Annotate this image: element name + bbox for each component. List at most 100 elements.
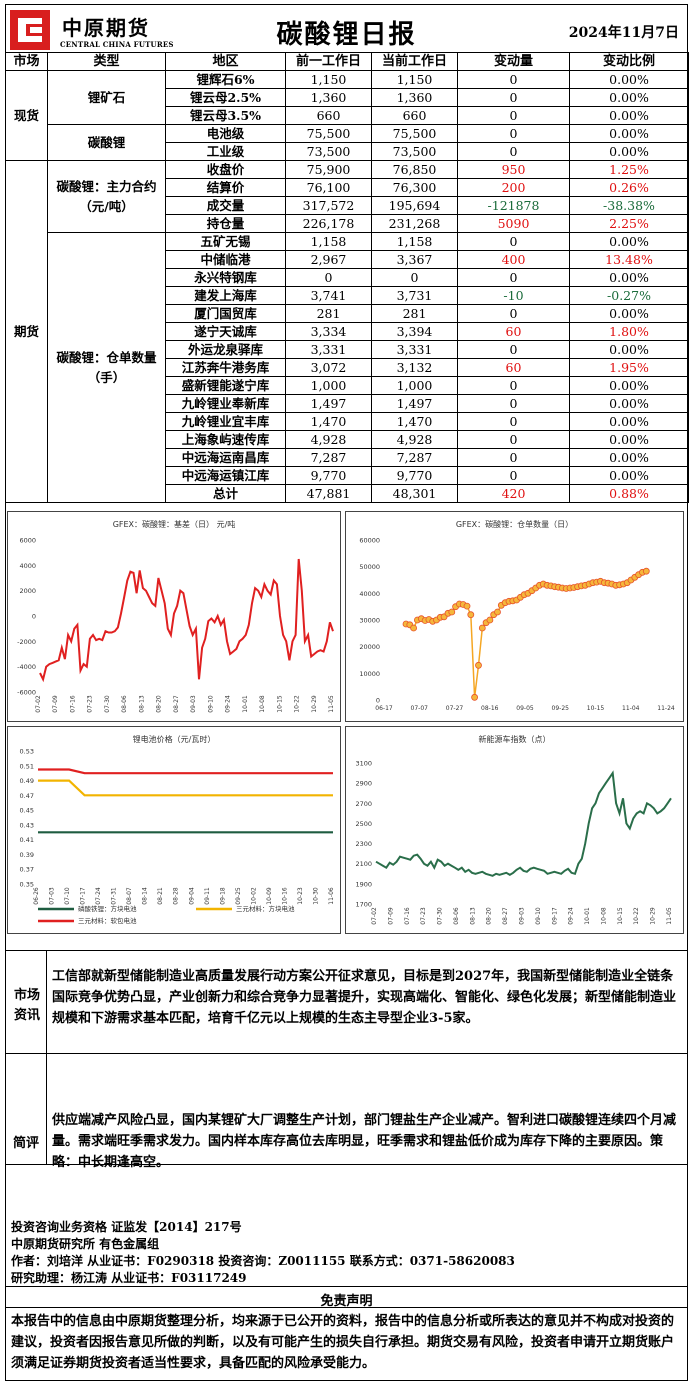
prev-value-cell: 1,470: [285, 412, 372, 431]
x-tick-label: 09-03: [190, 695, 197, 713]
x-tick-label: 10-29: [311, 695, 318, 713]
x-tick-label: 07-03: [49, 887, 56, 905]
x-tick-label: 06-26: [33, 887, 40, 905]
prev-value-cell: 3,741: [285, 286, 372, 305]
change-cell: 0: [457, 106, 570, 125]
x-tick-label: 10-29: [650, 907, 657, 925]
region-cell: 五矿无锡: [165, 232, 286, 251]
y-tick-label: 0: [376, 697, 380, 705]
x-tick-label: 08-16: [481, 705, 499, 712]
series-line: [405, 570, 647, 698]
col-header-market: 市场: [5, 52, 48, 71]
change-cell: 0: [457, 466, 570, 485]
x-tick-label: 10-22: [633, 907, 640, 925]
x-tick-label: 07-23: [87, 695, 94, 713]
pct-cell: 0.00%: [569, 448, 689, 467]
footer-author: 作者：刘培洋 从业证书：F0290318 投资咨询：Z0011155 联系方式：…: [11, 1254, 515, 1268]
x-tick-label: 10-15: [276, 695, 283, 713]
x-tick-label: 08-14: [142, 887, 149, 905]
logo-text-cn: 中原期货: [62, 16, 150, 40]
x-tick-label: 10-01: [242, 695, 249, 713]
market-cell: 期货: [5, 160, 48, 503]
prev-value-cell: 3,334: [285, 322, 372, 341]
x-tick-label: 07-27: [446, 705, 464, 712]
x-tick-label: 07-07: [411, 705, 429, 712]
region-cell: 江苏奔牛港务库: [165, 358, 286, 377]
change-cell: 0: [457, 376, 570, 395]
y-tick-label: 1700: [355, 901, 372, 909]
pct-cell: 13.48%: [569, 250, 689, 269]
series-line: [38, 768, 333, 775]
x-tick-label: 07-10: [64, 887, 71, 905]
change-cell: 0: [457, 412, 570, 431]
y-tick-label: 0.47: [20, 792, 34, 800]
curr-value-cell: 660: [371, 106, 458, 125]
curr-value-cell: 3,132: [371, 358, 458, 377]
chart-title: GFEX：碳酸锂：仓单数量（日）: [456, 519, 573, 529]
region-cell: 遂宁天诚库: [165, 322, 286, 341]
y-tick-label: 0.43: [20, 821, 34, 829]
region-cell: 中远海运镇江库: [165, 466, 286, 485]
table-row: 结算价 76,100 76,300 200 0.26%: [6, 178, 689, 197]
col-header-pct: 变动比例: [569, 52, 689, 71]
curr-value-cell: 0: [371, 268, 458, 287]
x-tick-label: 08-27: [173, 695, 180, 713]
col-header-curr: 当前工作日: [371, 52, 458, 71]
x-tick-label: 08-06: [453, 907, 460, 925]
scatter-point: [467, 611, 475, 619]
region-cell: 永兴特钢库: [165, 268, 286, 287]
region-cell: 结算价: [165, 178, 286, 197]
chart-warehouse-receipts: GFEX：碳酸锂：仓单数量（日） 60000 50000 40000 30000 2000…: [345, 511, 684, 722]
y-tick-label: -2000: [17, 638, 36, 646]
x-tick-label: 07-31: [111, 887, 118, 905]
x-tick-label: 06-17: [375, 705, 393, 712]
logo-text-en: CENTRAL CHINA FUTURES: [60, 40, 174, 49]
type-cell: 碳酸锂: [47, 124, 166, 161]
col-header-region: 地区: [165, 52, 286, 71]
y-tick-label: 2300: [355, 840, 372, 848]
scatter-point: [494, 608, 501, 616]
scatter-point: [642, 567, 650, 575]
footer-license: 投资咨询业务资格 证监发【2014】217号: [11, 1220, 242, 1234]
col-header-change: 变动量: [457, 52, 570, 71]
chart-title: 新能源车指数（点）: [479, 734, 551, 744]
curr-value-cell: 75,500: [371, 124, 458, 143]
scatter-point: [410, 624, 417, 632]
y-tick-label: 0.51: [20, 762, 34, 770]
curr-value-cell: 1,470: [371, 412, 458, 431]
y-tick-label: -6000: [17, 689, 36, 697]
region-cell: 上海象屿速传库: [165, 430, 286, 449]
prev-value-cell: 75,500: [285, 124, 372, 143]
col-header-prev: 前一工作日: [285, 52, 372, 71]
pct-cell: 0.00%: [569, 430, 689, 449]
change-cell: 0: [457, 340, 570, 359]
x-tick-label: 09-18: [219, 887, 226, 905]
x-tick-label: 07-02: [371, 907, 378, 925]
table-row: 中远海运南昌库 7,287 7,287 0 0.00%: [6, 448, 689, 467]
type-cell: 锂矿石: [47, 70, 166, 125]
table-row: 厦门国贸库 281 281 0 0.00%: [6, 304, 689, 323]
pct-cell: 0.00%: [569, 106, 689, 125]
y-tick-label: 0: [32, 613, 36, 621]
x-tick-label: 07-23: [420, 907, 427, 925]
x-tick-label: 08-13: [138, 695, 145, 713]
prev-value-cell: 1,150: [285, 70, 372, 89]
prev-value-cell: 47,881: [285, 484, 372, 503]
x-tick-label: 08-20: [486, 907, 493, 925]
y-tick-label: -4000: [17, 663, 36, 671]
curr-value-cell: 195,694: [371, 196, 458, 215]
change-cell: 200: [457, 178, 570, 197]
x-tick-label: 07-09: [387, 907, 394, 925]
curr-value-cell: 3,331: [371, 340, 458, 359]
region-cell: 锂云母2.5%: [165, 88, 286, 107]
x-tick-label: 07-16: [404, 907, 411, 925]
disclaimer-title: 免责声明: [320, 1294, 373, 1309]
x-tick-label: 07-02: [35, 695, 42, 713]
curr-value-cell: 3,394: [371, 322, 458, 341]
change-cell: 0: [457, 232, 570, 251]
prev-value-cell: 2,967: [285, 250, 372, 269]
x-tick-label: 09-03: [519, 907, 526, 925]
x-tick-label: 10-15: [617, 907, 624, 925]
curr-value-cell: 231,268: [371, 214, 458, 233]
pct-cell: 0.00%: [569, 88, 689, 107]
